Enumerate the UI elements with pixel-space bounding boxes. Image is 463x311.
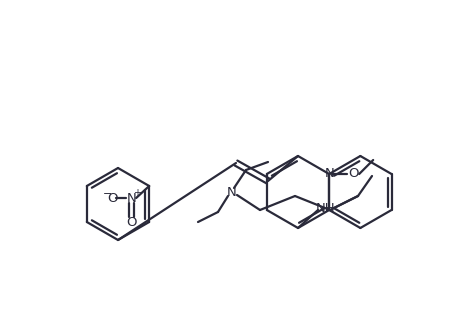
Text: N: N xyxy=(324,168,333,180)
Text: N: N xyxy=(226,185,237,198)
Text: N: N xyxy=(126,192,136,205)
Text: NH: NH xyxy=(315,202,335,215)
Text: O: O xyxy=(106,192,117,205)
Text: O: O xyxy=(125,216,136,229)
Text: O: O xyxy=(347,168,357,180)
Text: −: − xyxy=(102,189,112,199)
Text: +: + xyxy=(133,188,141,198)
